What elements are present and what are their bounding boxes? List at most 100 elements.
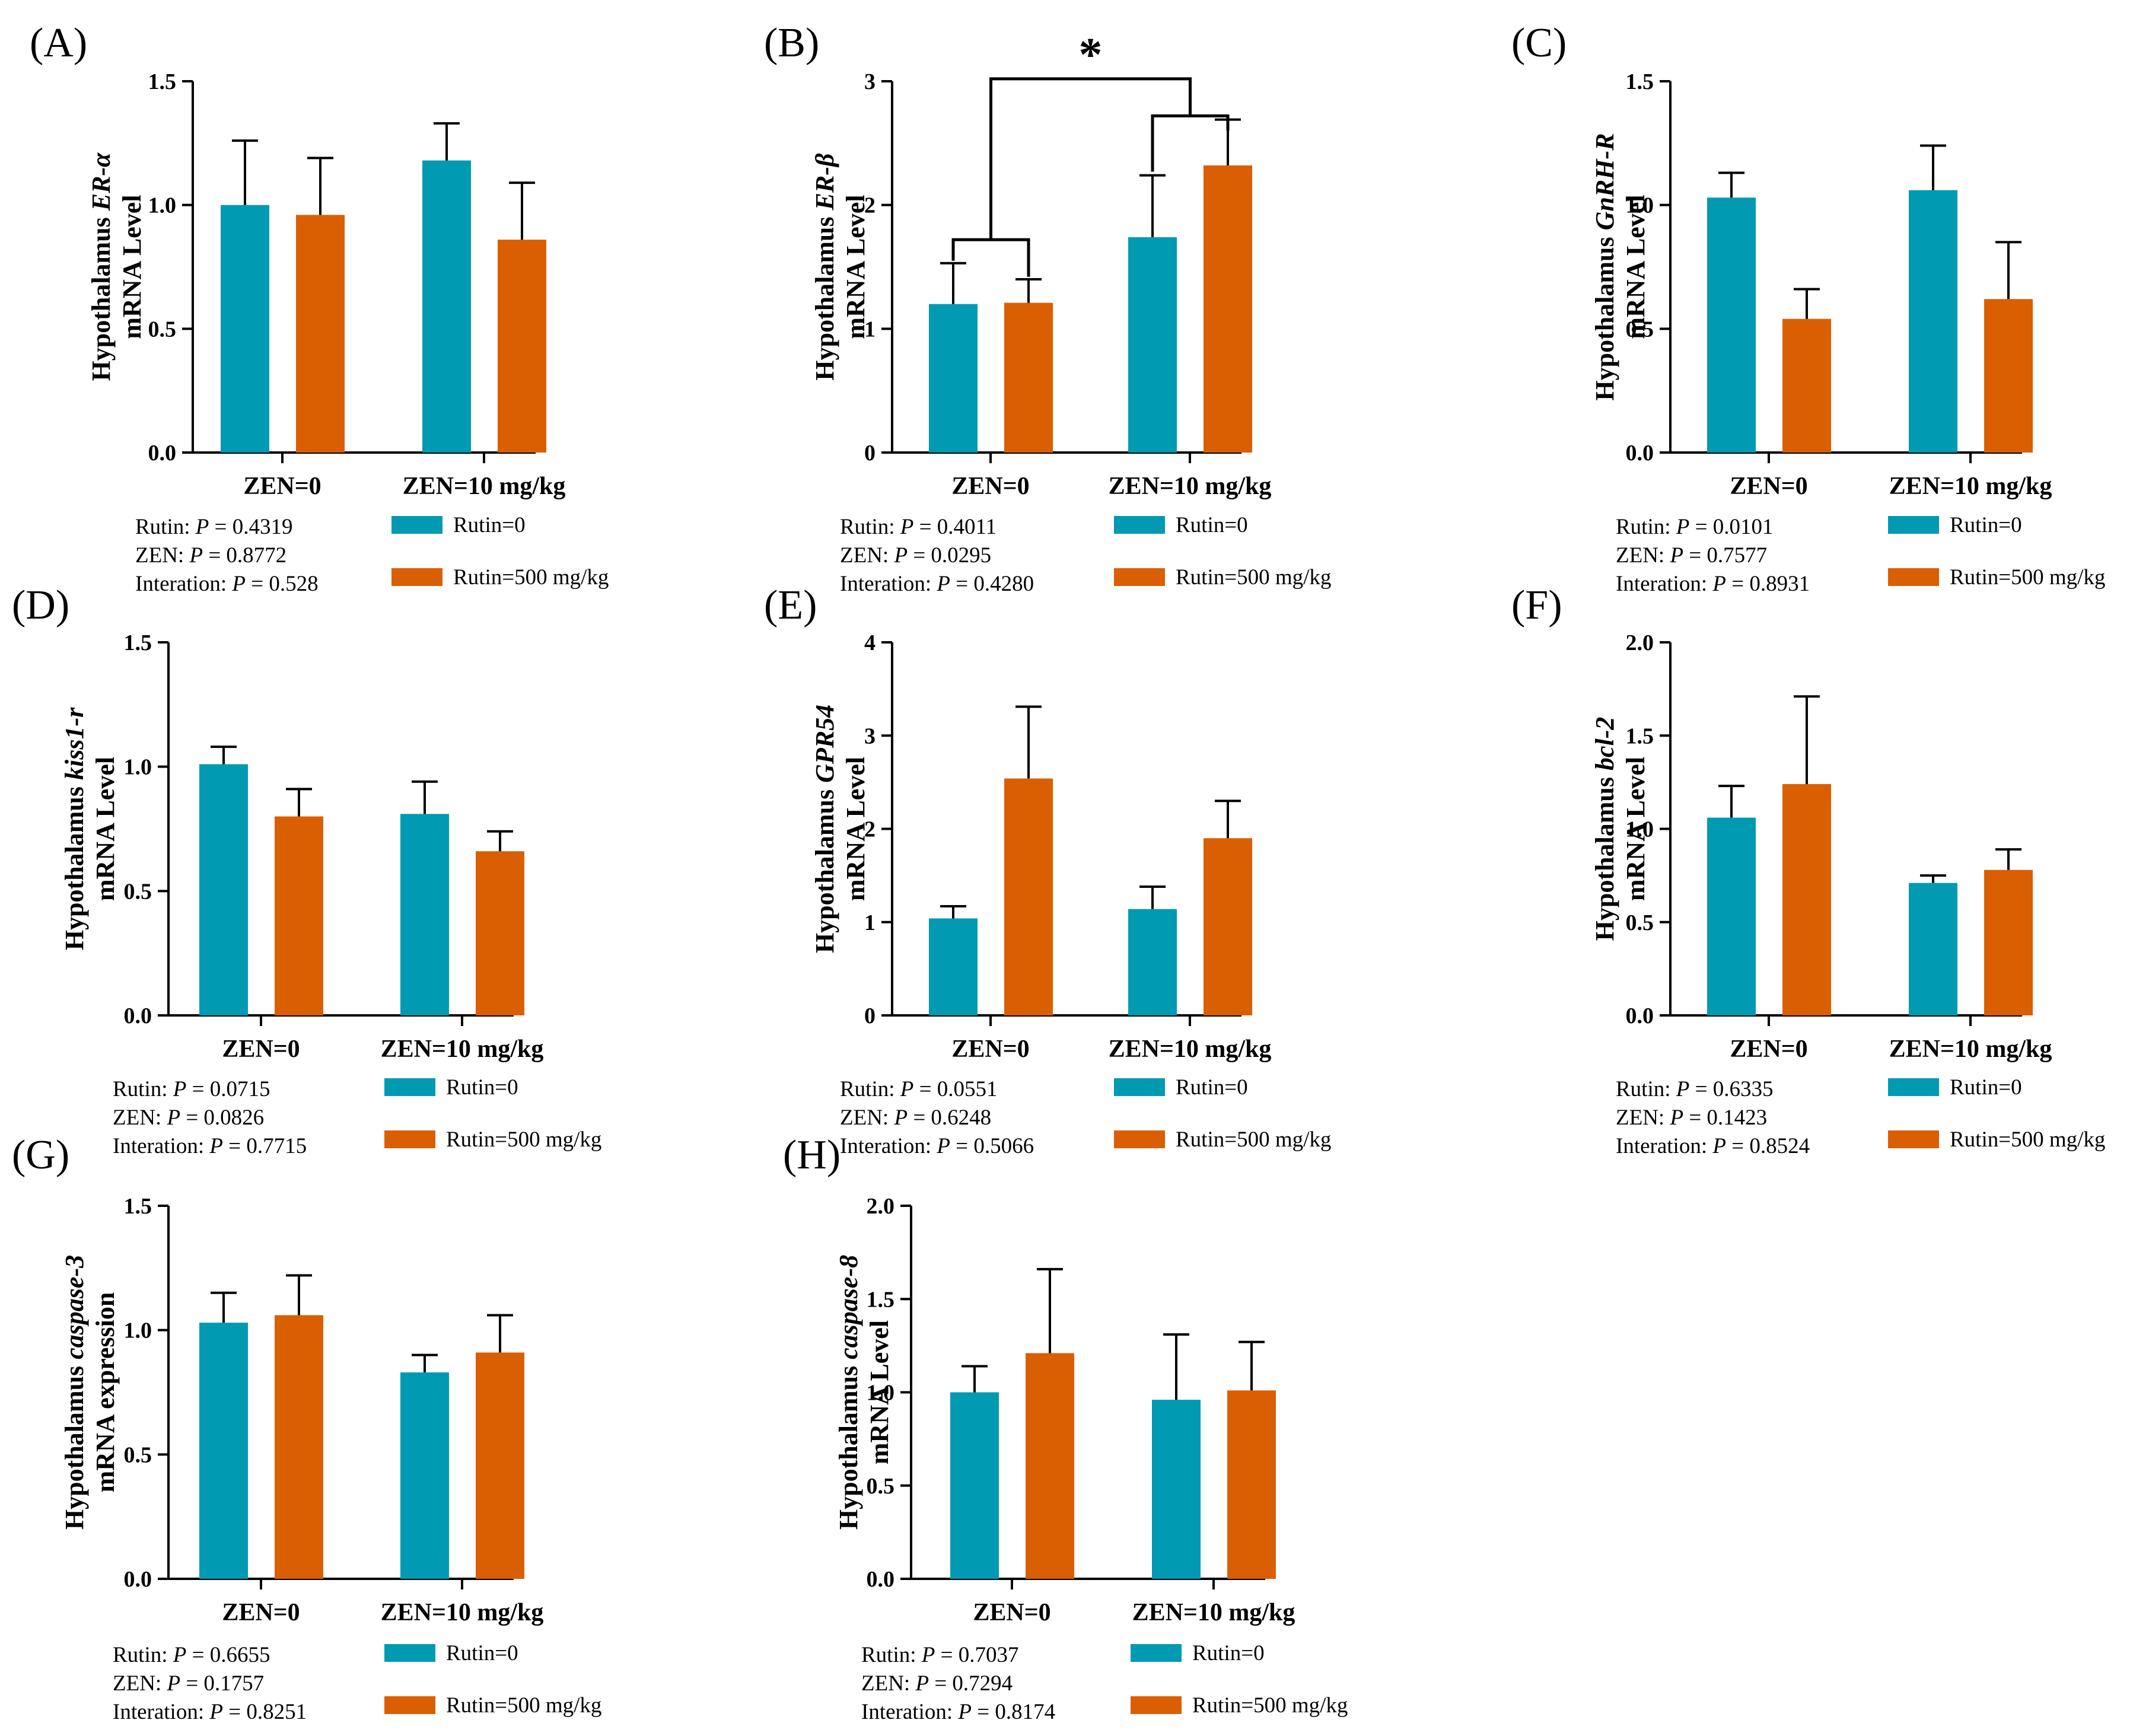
- x-tick-label: ZEN=0: [222, 1036, 300, 1063]
- y-tick-label: 0.0: [867, 1567, 895, 1592]
- y-axis-label-line1: Hypothalamus kiss1-r: [60, 707, 89, 950]
- bar: [1782, 784, 1831, 1015]
- y-tick-label: 0.5: [148, 317, 177, 342]
- legend-label: Rutin=500 mg/kg: [1176, 1127, 1331, 1152]
- y-tick-label: 2: [864, 817, 876, 842]
- significance-bracket: [989, 77, 1192, 240]
- bar: [1204, 838, 1252, 1015]
- y-axis-label-line1: Hypothalamus GPR54: [810, 705, 839, 953]
- p-value-text: Rutin: P = 0.6335: [1616, 1077, 1774, 1101]
- p-value-text: Interation: P = 0.8931: [1616, 572, 1810, 596]
- panel-label: (D): [12, 582, 69, 628]
- bar: [476, 1352, 524, 1579]
- y-axis-label-line1: Hypothalamus caspase-3: [60, 1255, 89, 1530]
- y-tick-label: 0: [864, 441, 876, 466]
- p-value-text: ZEN: P = 0.0295: [840, 543, 991, 568]
- y-tick-label: 1.5: [148, 69, 177, 94]
- panel-h: (H) 0.0 0.5 1.0 1.5 2.0 ZEN=0 ZEN=10 mg/kg Hypot…: [783, 1132, 1348, 1724]
- y-tick-label: 1.5: [124, 630, 152, 655]
- y-axis-label: Hypothalamus caspase-3 mRNA expression: [60, 1255, 120, 1530]
- p-value-text: Interation: P = 0.5066: [840, 1134, 1034, 1158]
- y-tick-label: 0.5: [867, 1474, 895, 1499]
- y-tick-label: 4: [864, 630, 876, 655]
- y-tick-label: 2.0: [867, 1194, 895, 1219]
- panel-e: (E) 0 1 2 3 4 ZEN=0 ZEN=10 mg/kg Hypothalamus GP…: [764, 582, 1331, 1158]
- panel-g: (G) 0.0 0.5 1.0 1.5 ZEN=0 ZEN=10 mg/kg Hypothal…: [12, 1132, 601, 1724]
- panel-d: (D) 0.0 0.5 1.0 1.5 ZEN=0 ZEN=10 mg/kg Hypothal…: [12, 582, 601, 1158]
- panel-label: (E): [764, 582, 817, 628]
- p-value-text: Interation: P = 0.4280: [840, 572, 1034, 596]
- x-tick-label: ZEN=0: [1730, 473, 1807, 500]
- x-tick-label: ZEN=0: [951, 1036, 1029, 1063]
- legend-swatch: [1888, 516, 1939, 534]
- y-axis-label-line1: Hypothalamus GnRH-R: [1590, 133, 1619, 400]
- y-tick-label: 0.5: [124, 879, 152, 904]
- x-tick-label: ZEN=10 mg/kg: [381, 1036, 544, 1063]
- y-tick-label: 1.5: [1626, 69, 1654, 94]
- panel-label: (A): [30, 20, 87, 66]
- panel-c: (C) 0.0 0.5 1.0 1.5 ZEN=0 ZEN=10 mg/kg Hypothal…: [1511, 20, 2105, 596]
- p-value-text: ZEN: P = 0.1757: [113, 1671, 264, 1696]
- legend-swatch: [384, 1644, 435, 1662]
- p-value-text: Rutin: P = 0.0715: [113, 1077, 270, 1101]
- x-tick-label: ZEN=0: [222, 1599, 300, 1626]
- x-tick-label: ZEN=0: [951, 473, 1029, 500]
- y-tick-label: 0.0: [1626, 1004, 1654, 1028]
- bar: [1707, 198, 1756, 453]
- bar: [476, 851, 524, 1015]
- y-axis-label-line2: mRNA Level: [1621, 757, 1650, 901]
- bar: [1128, 909, 1177, 1015]
- p-value-text: Rutin: P = 0.6655: [113, 1643, 270, 1667]
- legend-label: Rutin=0: [453, 513, 526, 537]
- bar: [1707, 817, 1756, 1015]
- legend-label: Rutin=500 mg/kg: [446, 1127, 601, 1152]
- y-tick-label: 0.0: [148, 441, 177, 466]
- legend-label: Rutin=500 mg/kg: [446, 1693, 601, 1718]
- p-value-text: Interation: P = 0.8524: [1616, 1134, 1810, 1158]
- x-tick-label: ZEN=0: [243, 473, 321, 500]
- y-tick-label: 1.0: [1626, 193, 1654, 218]
- significance-marker: *: [1079, 29, 1103, 81]
- legend-label: Rutin=500 mg/kg: [453, 565, 609, 590]
- panel-b: (B) 0 1 2 3 ZEN=0 ZEN=10 mg/kg * Hypothalamus ER…: [764, 20, 1331, 596]
- bar: [1984, 299, 2033, 453]
- legend-swatch: [1114, 1078, 1165, 1096]
- legend-swatch: [1888, 1130, 1939, 1148]
- y-axis-label-line1: Hypothalamus ER-α: [87, 152, 116, 381]
- y-tick-label: 1.5: [867, 1287, 895, 1312]
- bar: [275, 816, 323, 1015]
- p-value-text: Rutin: P = 0.4011: [840, 515, 997, 539]
- bar: [1204, 165, 1252, 453]
- y-tick-label: 0.5: [124, 1442, 152, 1467]
- y-tick-label: 0.0: [1626, 441, 1654, 466]
- bar: [929, 918, 978, 1015]
- p-value-text: Interation: P = 0.528: [135, 572, 319, 596]
- x-tick-label: ZEN=10 mg/kg: [381, 1599, 544, 1626]
- legend-label: Rutin=0: [1176, 513, 1248, 537]
- y-tick-label: 2.0: [1626, 630, 1654, 655]
- p-value-text: Interation: P = 0.7715: [113, 1134, 307, 1158]
- significance-bracket: [951, 238, 1030, 277]
- y-tick-label: 0.0: [124, 1567, 152, 1592]
- bar: [950, 1392, 999, 1579]
- x-tick-label: ZEN=10 mg/kg: [1109, 1036, 1272, 1063]
- p-value-text: ZEN: P = 0.7577: [1616, 543, 1767, 568]
- y-tick-label: 0.5: [1626, 317, 1654, 342]
- legend-swatch: [391, 516, 442, 534]
- legend-label: Rutin=500 mg/kg: [1950, 565, 2105, 590]
- y-axis-label-line1: Hypothalamus caspase-8: [834, 1255, 863, 1530]
- bar: [1128, 237, 1177, 453]
- bar: [1026, 1353, 1074, 1579]
- bar: [1004, 302, 1053, 453]
- legend-swatch: [1114, 516, 1165, 534]
- legend-swatch: [1114, 568, 1165, 586]
- bar: [199, 1323, 248, 1579]
- bar: [1782, 318, 1831, 453]
- bar: [1227, 1390, 1276, 1579]
- legend-swatch: [1131, 1696, 1182, 1714]
